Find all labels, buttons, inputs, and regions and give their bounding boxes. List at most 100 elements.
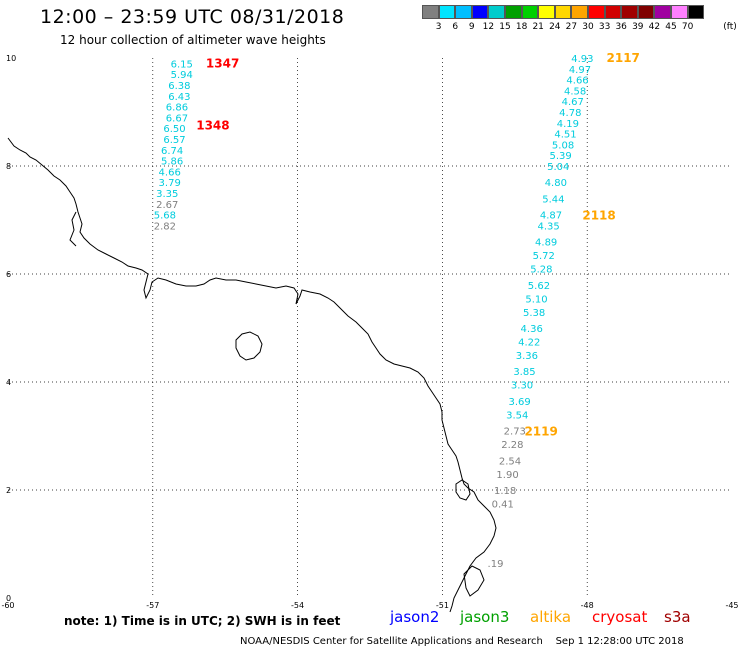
color-swatch xyxy=(422,5,439,19)
legend-item-jason2: jason2 xyxy=(390,608,440,626)
latitude-tick-label: 0 xyxy=(6,594,11,603)
wave-height-value: 4.93 xyxy=(571,54,593,65)
track-time-label: 2118 xyxy=(582,209,615,223)
wave-height-value: 5.04 xyxy=(547,162,569,173)
legend-item-altika: altika xyxy=(530,608,572,626)
color-scale-bar xyxy=(422,5,705,19)
coastline-path xyxy=(7,137,497,613)
wave-height-value: 4.66 xyxy=(566,76,588,87)
longitude-tick-label: -57 xyxy=(146,601,159,610)
wave-height-value: 4.58 xyxy=(564,86,586,97)
wave-height-value: 6.38 xyxy=(168,81,190,92)
color-scale-label: 36 xyxy=(615,22,627,32)
track-time-label: 1348 xyxy=(196,119,229,133)
island-path xyxy=(235,331,263,361)
wave-height-value: 2.73 xyxy=(504,427,526,438)
color-scale-label: 21 xyxy=(532,22,544,32)
color-scale-label: 70 xyxy=(681,22,694,32)
latitude-tick-label: 8 xyxy=(6,162,11,171)
wave-height-value: 3.54 xyxy=(506,410,528,421)
legend-item-cryosat: cryosat xyxy=(592,608,648,626)
wave-height-value: 5.28 xyxy=(530,265,552,276)
wave-height-value: 2.54 xyxy=(499,456,521,467)
longitude-tick-label: -45 xyxy=(725,601,738,610)
latitude-tick-label: 6 xyxy=(6,270,11,279)
color-scale-label: 24 xyxy=(549,22,561,32)
color-scale-label: 18 xyxy=(515,22,528,32)
wave-height-value: 4.97 xyxy=(569,65,591,76)
footer-credit-text: NOAA/NESDIS Center for Satellite Applica… xyxy=(240,636,543,647)
wave-height-value: 1.90 xyxy=(496,470,518,481)
coastline xyxy=(7,137,497,613)
color-swatch xyxy=(471,5,489,19)
latitude-tick-label: 10 xyxy=(6,54,16,63)
longitude-tick-label: -54 xyxy=(291,601,304,610)
wave-height-value: 5.68 xyxy=(154,211,176,222)
map-subtitle: 12 hour collection of altimeter wave hei… xyxy=(60,33,326,47)
latitude-tick-label: 4 xyxy=(6,378,11,387)
wave-height-value: 5.39 xyxy=(550,151,572,162)
color-swatch xyxy=(571,5,588,19)
wave-height-value: 3.79 xyxy=(159,178,181,189)
wave-height-value: 4.87 xyxy=(540,211,562,222)
color-scale-label: 30 xyxy=(582,22,594,32)
wave-height-value: 5.08 xyxy=(552,140,574,151)
color-swatch xyxy=(521,5,539,19)
wave-height-value: 6.67 xyxy=(166,113,188,124)
wave-height-value: 5.62 xyxy=(528,281,550,292)
wave-height-value: 4.51 xyxy=(554,130,576,141)
wave-height-value: 4.19 xyxy=(557,119,579,130)
note-text: note: 1) Time is in UTC; 2) SWH is in fe… xyxy=(64,614,341,628)
color-swatch xyxy=(621,5,638,19)
color-scale-labels: 3 6 9 12 15 18 21 24 27 30 33 36 39 42 45 70 (ft) xyxy=(422,22,740,34)
color-scale-label: 3 xyxy=(435,22,442,32)
footer-timestamp: Sep 1 12:28:00 UTC 2018 xyxy=(555,636,684,647)
wave-height-value: 3.30 xyxy=(511,381,533,392)
wave-height-value: 4.78 xyxy=(559,108,581,119)
color-swatch xyxy=(438,5,456,19)
color-swatch xyxy=(637,5,655,19)
latitude-tick-label: 2 xyxy=(6,486,11,495)
legend-item-s3a: s3a xyxy=(664,608,691,626)
wave-height-value: 6.74 xyxy=(161,146,183,157)
track-time-label: 1347 xyxy=(206,56,239,70)
wave-height-value: 1.18 xyxy=(494,486,516,497)
wave-height-value: 0.41 xyxy=(492,500,514,511)
altimeter-tracks: 6.155.946.386.436.866.676.506.576.745.86… xyxy=(154,51,640,570)
color-scale-label: 27 xyxy=(565,22,578,32)
color-swatch xyxy=(604,5,622,19)
map-axes: -60 -57 -54 -51 -48 -45 0 2 4 6 8 10 xyxy=(1,54,738,610)
color-swatch xyxy=(687,5,705,19)
wave-height-value: 4.67 xyxy=(562,97,584,108)
color-swatch xyxy=(455,5,472,19)
legend-item-jason3: jason3 xyxy=(460,608,510,626)
longitude-tick-label: -51 xyxy=(436,601,449,610)
wave-height-value: .19 xyxy=(488,559,504,570)
map-title: 12:00 – 23:59 UTC 08/31/2018 xyxy=(40,6,345,28)
color-swatch xyxy=(504,5,522,19)
wave-height-value: 4.22 xyxy=(518,338,540,349)
color-swatch xyxy=(654,5,671,19)
color-scale-label: 42 xyxy=(648,22,661,32)
track-time-label: 2119 xyxy=(524,425,557,439)
estuary-path xyxy=(455,479,471,501)
wave-height-value: 3.36 xyxy=(516,351,538,362)
wave-height-value: 5.94 xyxy=(171,70,193,81)
track-time-label: 2117 xyxy=(607,51,640,65)
map-grid xyxy=(8,58,732,598)
wave-height-value: 5.38 xyxy=(523,308,545,319)
color-swatch xyxy=(587,5,605,19)
wave-height-value: 4.80 xyxy=(545,178,567,189)
wave-height-value: 6.43 xyxy=(168,92,190,103)
wave-height-value: 3.69 xyxy=(508,397,530,408)
color-scale-label: 12 xyxy=(482,22,495,32)
wave-height-value: 6.15 xyxy=(171,59,193,70)
wave-height-value: 2.67 xyxy=(156,200,178,211)
delta-path xyxy=(463,565,485,597)
wave-height-value: 5.44 xyxy=(542,194,564,205)
color-scale-label: 15 xyxy=(499,22,511,32)
wave-height-value: 5.86 xyxy=(161,157,183,168)
wave-height-value: 4.66 xyxy=(159,167,181,178)
color-swatch xyxy=(538,5,555,19)
